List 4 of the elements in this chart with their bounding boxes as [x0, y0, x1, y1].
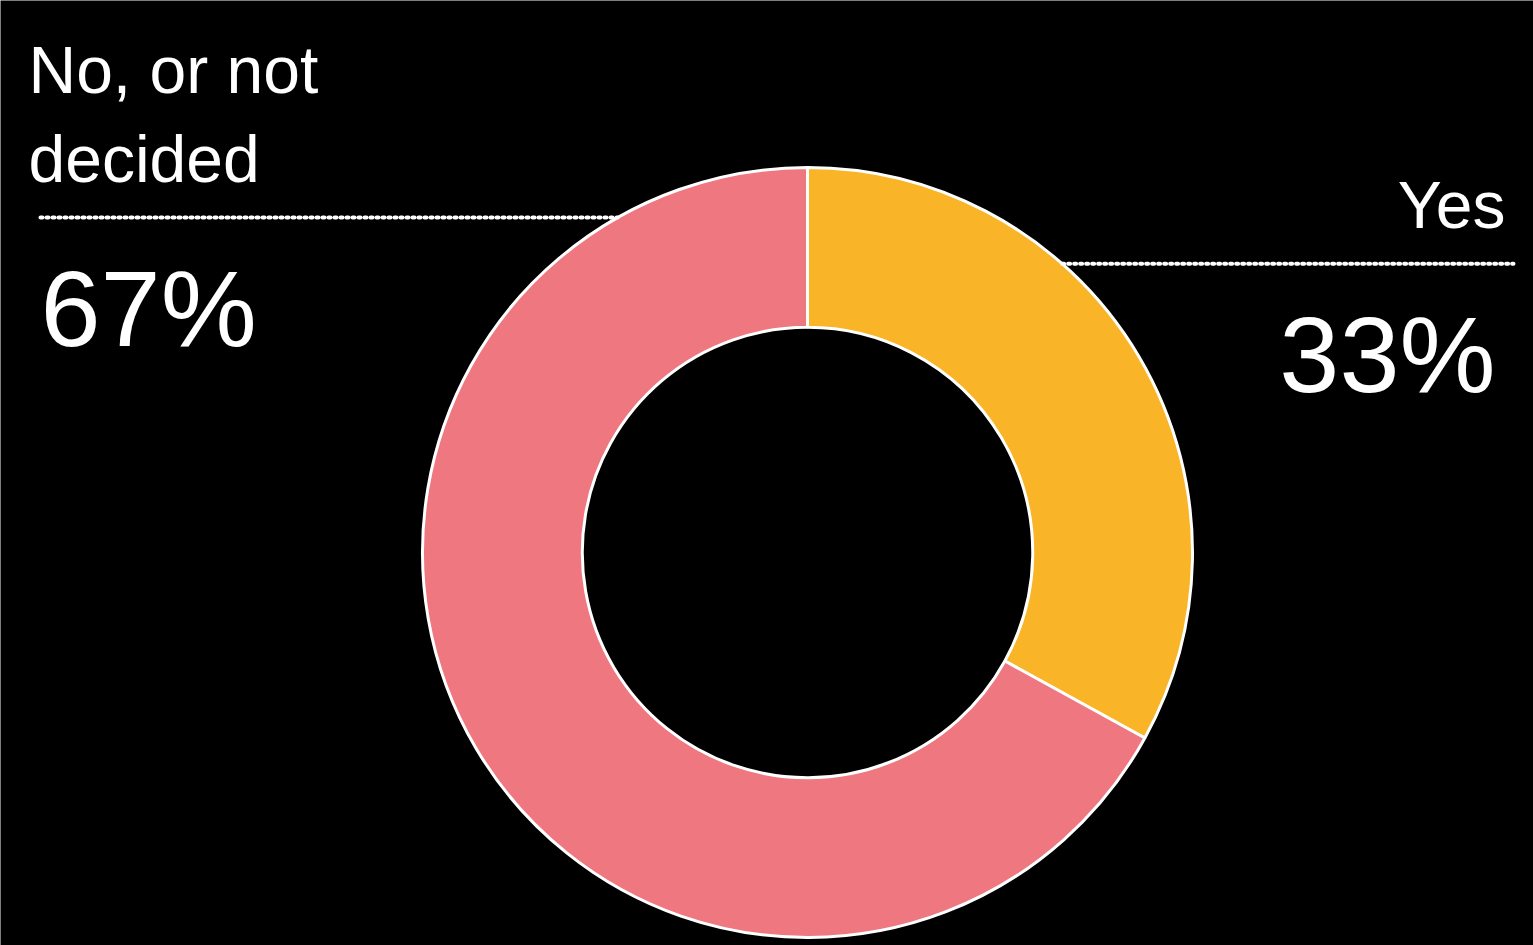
data-label: 33% — [1279, 293, 1496, 415]
data-label: 67% — [40, 247, 257, 369]
slice-label: No, or not decided — [28, 32, 319, 196]
slice-label: Yes — [1397, 167, 1506, 242]
